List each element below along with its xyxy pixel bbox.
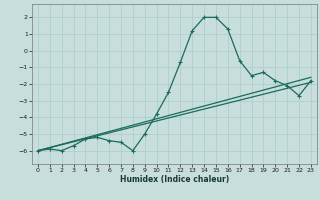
X-axis label: Humidex (Indice chaleur): Humidex (Indice chaleur) [120,175,229,184]
